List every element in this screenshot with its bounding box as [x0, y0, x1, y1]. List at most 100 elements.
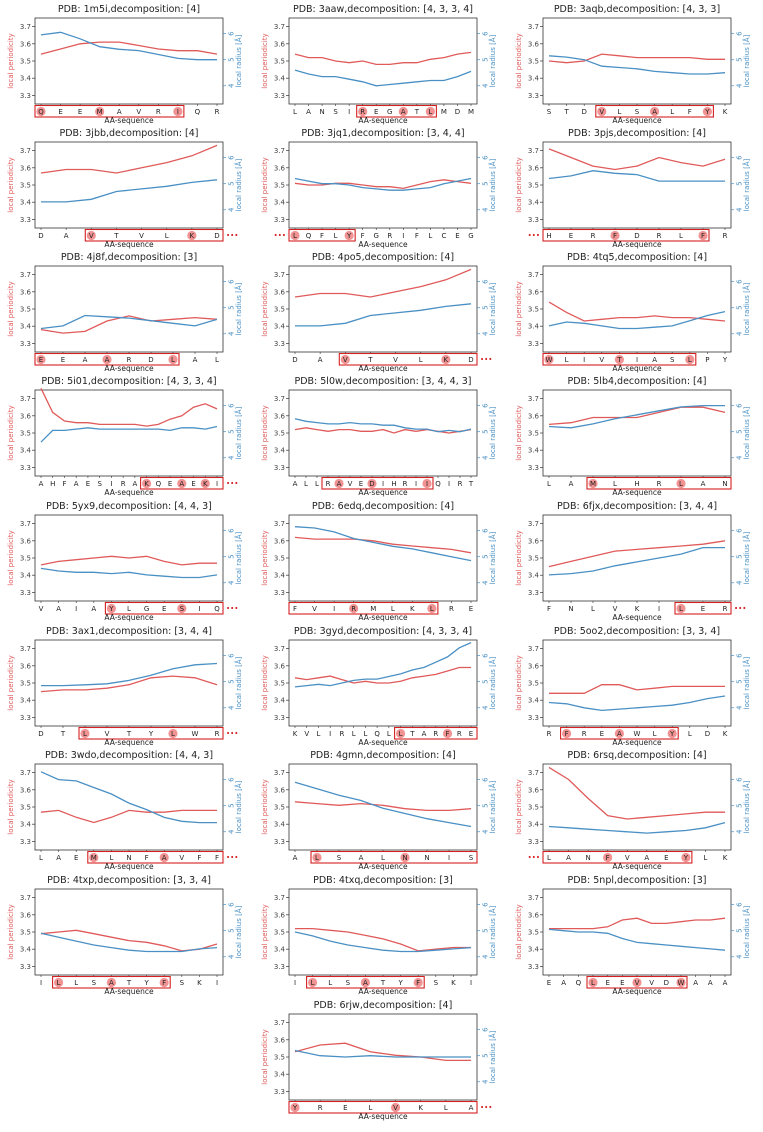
x-axis-label: AA-sequence — [612, 364, 662, 373]
residue-label: S — [180, 605, 185, 613]
left-tick-label: 3.4 — [274, 821, 286, 829]
residue-label: L — [368, 1104, 372, 1112]
right-tick-label: 6 — [736, 155, 744, 160]
motif-box — [321, 476, 434, 490]
left-tick-label: 3.6 — [528, 911, 540, 919]
motif-box — [542, 352, 697, 366]
chart-panel: PDB: 6edq,decomposition: [4] 3.7 3.6 3.5 3.4… — [261, 501, 497, 622]
motif-box — [560, 726, 679, 740]
residue-label: S — [333, 108, 338, 116]
left-tick-label: 3.7 — [528, 271, 539, 279]
residue-label: I — [426, 480, 428, 488]
right-tick-label: 4 — [482, 1079, 490, 1084]
residue-label: R — [351, 605, 356, 613]
chart-title: PDB: 3wdo,decomposition: [4, 4, 3] — [45, 750, 213, 761]
residue-highlight — [562, 728, 572, 739]
residue-highlight — [396, 728, 406, 739]
residue-label: V — [393, 356, 398, 364]
residue-label: D — [582, 108, 587, 116]
chart-title: PDB: 3gyd,decomposition: [4, 3, 3, 4] — [294, 626, 472, 637]
chart-title: PDB: 5i01,decomposition: [4, 3, 3, 4] — [41, 376, 216, 387]
residue-highlight — [614, 354, 624, 365]
y-axis-label-left: local periodicity — [261, 904, 269, 959]
residue-label: E — [569, 232, 573, 240]
residue-label: F — [215, 854, 219, 862]
residue-label: L — [293, 108, 297, 116]
y-axis-label-right: local radius [Å] — [488, 282, 497, 335]
motif-box — [306, 975, 425, 989]
x-axis-label: AA-sequence — [104, 488, 154, 497]
residue-label: A — [701, 480, 706, 488]
residue-label: D — [664, 979, 669, 987]
residue-highlight — [597, 106, 607, 117]
residue-label: V — [312, 605, 317, 613]
residue-label: V — [343, 356, 348, 364]
right-tick-label: 4 — [482, 705, 490, 710]
left-tick-label: 3.4 — [528, 572, 540, 580]
residue-label: E — [455, 232, 459, 240]
residue-label: A — [723, 979, 728, 987]
residue-label: R — [339, 730, 344, 738]
residue-label: D — [148, 356, 153, 364]
periodicity-line — [40, 555, 217, 566]
ellipsis-right: ••• — [480, 1104, 492, 1112]
left-tick-label: 3.6 — [20, 412, 32, 420]
y-axis-label-right: local radius [Å] — [488, 531, 497, 584]
periodicity-line — [40, 41, 218, 55]
left-tick-label: 3.5 — [20, 929, 31, 937]
left-tick-label: 3.4 — [274, 697, 286, 705]
chart-panel: PDB: 4txq,decomposition: [3] 3.7 3.6 3.5 3.4… — [261, 875, 497, 996]
periodicity-line — [295, 927, 471, 952]
right-tick-label: 4 — [228, 331, 236, 336]
left-tick-label: 3.6 — [528, 288, 540, 296]
residue-label: G — [468, 232, 473, 240]
radius-line — [41, 662, 218, 687]
chart-title: PDB: 3ax1,decomposition: [3, 4, 4] — [46, 626, 212, 637]
left-tick-label: 3.3 — [20, 714, 31, 722]
left-tick-label: 3.6 — [274, 911, 286, 919]
chart-panel: PDB: 5npl,decomposition: [3] 3.7 3.6 3.5 3.4… — [515, 875, 751, 996]
residue-label: A — [74, 480, 79, 488]
left-tick-label: 3.6 — [20, 537, 32, 545]
residue-label: V — [348, 480, 353, 488]
chart-title: PDB: 1m5i,decomposition: [4] — [58, 4, 200, 15]
ellipsis-left: ••• — [528, 232, 540, 240]
y-axis-label-left: local periodicity — [261, 157, 269, 212]
residue-label: L — [83, 730, 87, 738]
left-tick-label: 3.7 — [528, 520, 539, 528]
residue-label: E — [74, 854, 78, 862]
left-tick-label: 3.3 — [528, 963, 539, 971]
left-tick-label: 3.4 — [274, 447, 286, 455]
residue-label: L — [328, 979, 332, 987]
residue-label: A — [132, 480, 137, 488]
right-tick-label: 4 — [482, 83, 490, 88]
left-tick-label: 3.6 — [274, 40, 286, 48]
radius-line — [40, 31, 217, 61]
left-tick-label: 3.5 — [274, 929, 285, 937]
left-tick-label: 3.4 — [20, 75, 32, 83]
residue-label: F — [361, 232, 365, 240]
right-tick-label: 4 — [482, 580, 490, 585]
residue-label: R — [457, 730, 462, 738]
residue-label: F — [62, 480, 66, 488]
right-tick-label: 6 — [228, 528, 236, 533]
left-tick-label: 3.3 — [20, 340, 31, 348]
left-tick-label: 3.6 — [274, 164, 286, 172]
residue-label: R — [657, 232, 662, 240]
left-tick-label: 3.3 — [528, 340, 539, 348]
chart-title: PDB: 4gmn,decomposition: [4] — [310, 750, 456, 761]
chart-panel: PDB: 3jq1,decomposition: [3, 4, 4] 3.7 3.6… — [261, 128, 497, 249]
right-tick-label: 6 — [482, 902, 490, 907]
chart-panel: PDB: 5l0w,decomposition: [3, 4, 4, 3] 3.7… — [261, 376, 497, 497]
plot-frame — [288, 17, 478, 105]
motif-box — [542, 228, 710, 242]
motif-box — [288, 1100, 478, 1114]
chart-panel: PDB: 3aqb,decomposition: [4, 3, 3] 3.7 3.6… — [515, 4, 751, 125]
residue-label: T — [126, 979, 132, 987]
residue-label: L — [547, 854, 551, 862]
y-axis-label-right: local radius [Å] — [742, 34, 751, 87]
right-tick-label: 4 — [482, 954, 490, 959]
residue-label: I — [216, 480, 218, 488]
left-tick-label: 3.3 — [274, 838, 285, 846]
right-tick-label: 4 — [736, 331, 744, 336]
